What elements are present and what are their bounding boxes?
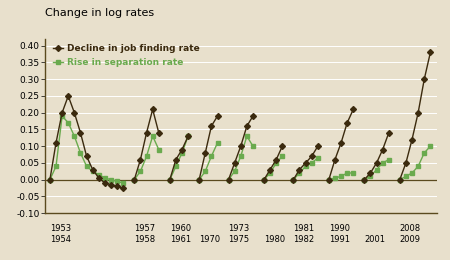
Line: Rise in separation rate: Rise in separation rate [48, 114, 126, 185]
Text: 1975: 1975 [229, 235, 250, 244]
Decline in job finding rate [102, 181, 108, 185]
Text: 1954: 1954 [50, 235, 71, 244]
Decline in job finding rate [84, 155, 89, 158]
Rise in separation rate [53, 165, 58, 168]
Rise in separation rate [78, 151, 83, 154]
Rise in separation rate [108, 178, 114, 181]
Line: Decline in job finding rate: Decline in job finding rate [48, 94, 126, 190]
Text: 1980: 1980 [264, 235, 285, 244]
Text: 2009: 2009 [400, 235, 421, 244]
Decline in job finding rate [114, 185, 120, 188]
Rise in separation rate [102, 177, 108, 180]
Rise in separation rate [72, 135, 77, 138]
Text: 1990: 1990 [329, 224, 350, 233]
Text: 1957: 1957 [134, 224, 155, 233]
Decline in job finding rate [96, 177, 102, 180]
Rise in separation rate [90, 170, 95, 173]
Rise in separation rate [84, 165, 89, 168]
Decline in job finding rate [47, 178, 53, 181]
Decline in job finding rate [108, 183, 114, 186]
Text: 1973: 1973 [229, 224, 250, 233]
Text: 1970: 1970 [199, 235, 220, 244]
Decline in job finding rate [53, 141, 58, 144]
Decline in job finding rate [72, 111, 77, 114]
Text: 1991: 1991 [329, 235, 350, 244]
Text: 2001: 2001 [364, 235, 385, 244]
Text: 1960: 1960 [170, 224, 191, 233]
Text: 1958: 1958 [134, 235, 155, 244]
Decline in job finding rate [66, 94, 71, 98]
Rise in separation rate [66, 121, 71, 124]
Rise in separation rate [47, 178, 53, 181]
Decline in job finding rate [90, 168, 95, 171]
Decline in job finding rate [59, 111, 65, 114]
Rise in separation rate [59, 114, 65, 118]
Rise in separation rate [114, 180, 120, 183]
Text: 2008: 2008 [400, 224, 421, 233]
Text: 1961: 1961 [170, 235, 191, 244]
Decline in job finding rate [78, 131, 83, 134]
Legend: Decline in job finding rate, Rise in separation rate: Decline in job finding rate, Rise in sep… [49, 41, 203, 70]
Decline in job finding rate [121, 186, 126, 190]
Text: 1981: 1981 [293, 224, 315, 233]
Rise in separation rate [121, 181, 126, 185]
Text: 1953: 1953 [50, 224, 71, 233]
Rise in separation rate [96, 173, 102, 176]
Text: Change in log rates: Change in log rates [45, 8, 154, 18]
Text: 1982: 1982 [293, 235, 315, 244]
